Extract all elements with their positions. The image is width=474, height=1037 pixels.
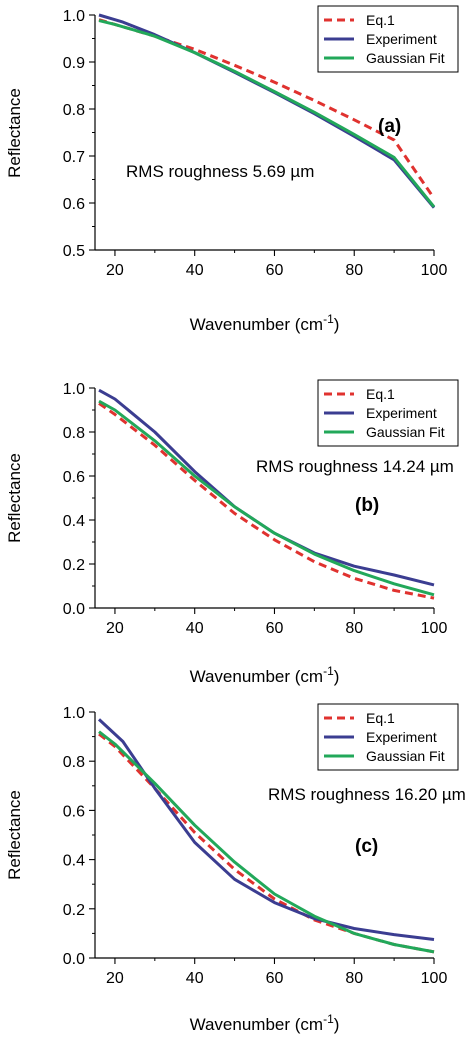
panel-label: (b): [355, 495, 379, 516]
x-tick-label: 40: [186, 970, 204, 987]
y-axis-title: Reflectance: [5, 453, 24, 543]
y-tick-label: 0.6: [63, 803, 85, 820]
y-axis-title: Reflectance: [5, 790, 24, 880]
x-tick-label: 60: [266, 262, 284, 279]
legend-label: Gaussian Fit: [366, 50, 445, 66]
series-line-experiment: [97, 718, 435, 941]
y-tick-label: 0.6: [63, 196, 85, 213]
x-tick-label: 100: [421, 262, 448, 279]
y-tick-label: 0.7: [63, 149, 85, 166]
y-tick-label: 0.0: [63, 951, 85, 968]
x-tick-label: 80: [345, 262, 363, 279]
y-tick-label: 0.8: [63, 102, 85, 119]
y-tick-label: 0.6: [63, 469, 85, 486]
legend-label: Experiment: [366, 31, 437, 47]
x-tick-label: 60: [266, 970, 284, 987]
y-tick-label: 0.4: [63, 513, 85, 530]
y-tick-label: 0.8: [63, 754, 85, 771]
legend-label: Gaussian Fit: [366, 424, 445, 440]
y-tick-label: 1.0: [63, 8, 85, 25]
y-tick-label: 0.2: [63, 557, 85, 574]
panel-label: (a): [378, 116, 401, 137]
roughness-annotation: RMS roughness 14.24 µm: [256, 457, 454, 476]
legend: Eq.1 Experiment Gaussian Fit: [317, 703, 459, 771]
legend-label: Gaussian Fit: [366, 748, 445, 764]
x-tick-label: 80: [345, 620, 363, 637]
legend-label: Eq.1: [366, 386, 395, 402]
y-tick-label: 0.9: [63, 55, 85, 72]
series-line-gaussian-fit: [98, 730, 435, 954]
x-axis-title: Wavenumber (cm-1): [190, 664, 340, 686]
chart-panel-3: 0.0 0.2 0.4 0.6 0.8 1.0 20 40 60 80 100 Reflectance…: [5, 703, 466, 1034]
y-tick-label: 1.0: [63, 705, 85, 722]
legend: Eq.1 Experiment Gaussian Fit: [317, 5, 459, 73]
x-axis-title: Wavenumber (cm-1): [190, 312, 340, 334]
series-line-eq-1: [98, 402, 435, 600]
x-tick-label: 40: [186, 620, 204, 637]
roughness-annotation: RMS roughness 16.20 µm: [268, 785, 466, 804]
chart-panel-1: 0.5 0.6 0.7 0.8 0.9 1.0 20 40 60 80 100 Reflectance…: [5, 5, 459, 334]
x-tick-label: 20: [106, 262, 124, 279]
series-line-gaussian-fit: [98, 399, 435, 597]
roughness-annotation: RMS roughness 5.69 µm: [126, 162, 314, 181]
y-tick-label: 0.5: [63, 243, 85, 260]
y-axis-title: Reflectance: [5, 88, 24, 178]
y-tick-label: 0.0: [63, 601, 85, 618]
legend-label: Eq.1: [366, 12, 395, 28]
legend-label: Experiment: [366, 729, 437, 745]
legend-label: Eq.1: [366, 710, 395, 726]
x-tick-label: 60: [266, 620, 284, 637]
panel-label: (c): [355, 836, 378, 857]
y-tick-label: 0.4: [63, 853, 85, 870]
chart-panel-2: 0.0 0.2 0.4 0.6 0.8 1.0 20 40 60 80 100 Reflectance…: [5, 379, 459, 686]
x-axis-title: Wavenumber (cm-1): [190, 1012, 340, 1034]
y-tick-label: 0.2: [63, 902, 85, 919]
x-tick-label: 100: [421, 970, 448, 987]
x-tick-label: 100: [421, 620, 448, 637]
y-tick-label: 0.8: [63, 425, 85, 442]
x-tick-label: 20: [106, 970, 124, 987]
x-tick-label: 20: [106, 620, 124, 637]
x-tick-label: 80: [345, 970, 363, 987]
x-tick-label: 40: [186, 262, 204, 279]
legend-label: Experiment: [366, 405, 437, 421]
series-line-gaussian-fit: [98, 19, 436, 208]
y-tick-label: 1.0: [63, 381, 85, 398]
legend: Eq.1 Experiment Gaussian Fit: [317, 379, 459, 447]
